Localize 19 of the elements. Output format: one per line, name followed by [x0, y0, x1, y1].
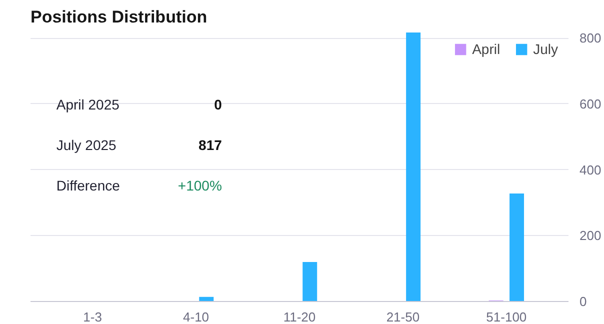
y-tick-label: 200: [580, 228, 602, 244]
annotation: July 2025: [56, 136, 117, 153]
y-tick-label: 600: [580, 96, 602, 112]
x-tick-label: 4-10: [183, 310, 210, 324]
annotation: Difference: [56, 177, 120, 194]
y-tick-label: 800: [580, 30, 602, 46]
legend-label: July: [533, 41, 558, 57]
x-tick-label: 21-50: [386, 310, 420, 324]
annotation: April 2025: [56, 96, 120, 112]
legend-label: April: [472, 41, 500, 57]
y-tick-label: 0: [580, 294, 587, 309]
x-tick-label: 1-3: [83, 310, 102, 324]
annotation: 0: [214, 96, 222, 112]
chart-title: Positions Distribution: [30, 8, 208, 26]
y-tick-label: 400: [580, 162, 602, 178]
annotation: +100%: [178, 177, 222, 194]
annotation: 817: [198, 136, 222, 153]
x-tick-label: 51-100: [486, 310, 527, 324]
x-tick-label: 11-20: [283, 310, 316, 324]
